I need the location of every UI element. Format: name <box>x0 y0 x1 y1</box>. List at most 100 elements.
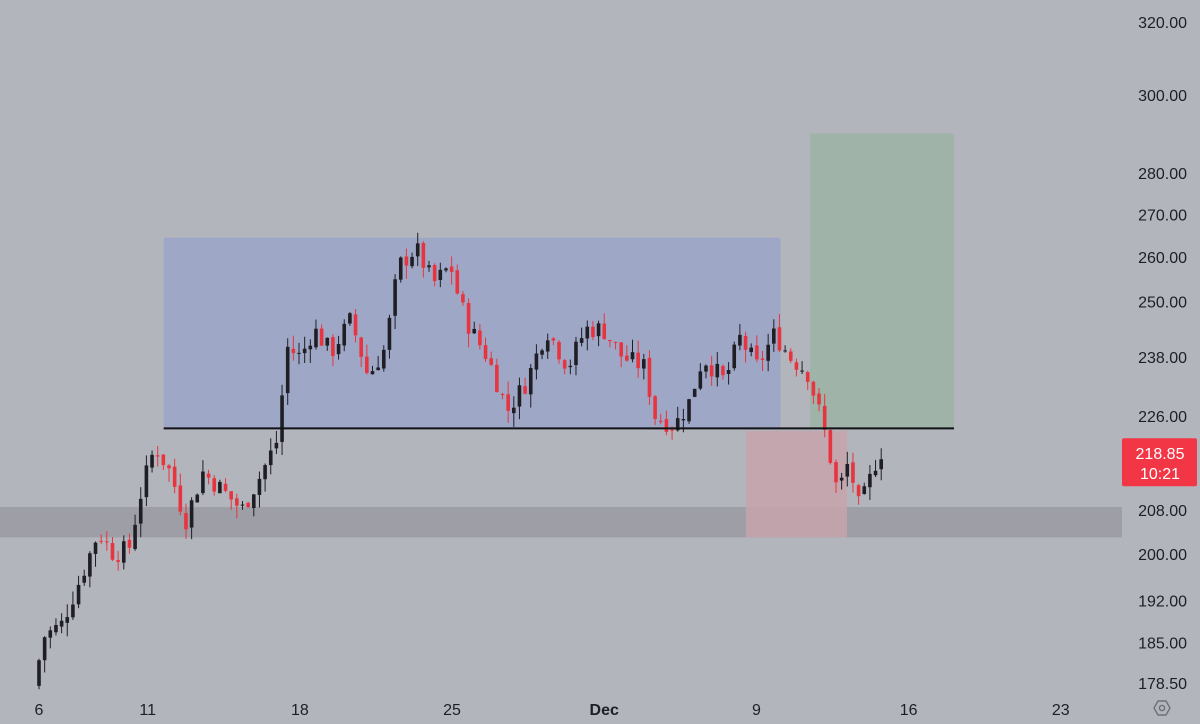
candle-body <box>687 399 691 422</box>
candle-body <box>308 345 313 350</box>
candle-body <box>596 323 601 337</box>
candle <box>427 260 431 272</box>
candle <box>873 459 878 478</box>
candle-body <box>280 395 284 442</box>
candle-body <box>461 294 465 303</box>
candle <box>144 455 149 507</box>
candle-body <box>195 494 200 503</box>
candle-body <box>133 524 137 549</box>
range-box[interactable] <box>163 237 781 429</box>
target-box[interactable] <box>810 133 954 429</box>
candle <box>613 341 618 350</box>
candle <box>291 335 296 361</box>
candle-body <box>523 386 527 394</box>
candle <box>738 324 742 351</box>
candle <box>37 658 41 690</box>
candle-body <box>410 256 414 267</box>
y-tick-label: 270.00 <box>1138 207 1187 224</box>
candle-body <box>161 454 166 466</box>
candle <box>297 342 301 365</box>
candle <box>432 263 437 287</box>
candle-body <box>404 256 409 266</box>
candle <box>184 503 188 539</box>
candle-body <box>393 279 397 316</box>
candle <box>585 320 590 351</box>
y-tick-label: 320.00 <box>1138 15 1187 32</box>
y-tick-label: 280.00 <box>1138 166 1187 183</box>
candle <box>336 335 341 360</box>
current-price-value: 218.85 <box>1136 446 1185 463</box>
candle-body <box>670 429 674 431</box>
candle <box>868 464 872 500</box>
candle <box>331 334 335 367</box>
candle-body <box>201 471 205 494</box>
candle <box>421 241 426 278</box>
x-tick-label: 18 <box>291 702 309 719</box>
candle <box>172 458 177 494</box>
candle <box>698 363 703 391</box>
candle <box>353 308 358 343</box>
candle-body <box>274 442 279 449</box>
candle-body <box>749 347 754 353</box>
candle-body <box>121 541 126 563</box>
candle-body <box>568 365 573 368</box>
candle-body <box>834 462 838 483</box>
candle-body <box>466 303 471 334</box>
candle-body <box>212 478 217 492</box>
candle <box>381 345 386 372</box>
candle-body <box>353 314 358 336</box>
candle <box>359 336 363 368</box>
candle-body <box>664 419 669 432</box>
candle-body <box>381 349 386 369</box>
candle-body <box>506 394 510 411</box>
candle <box>545 333 550 359</box>
candle <box>263 463 267 492</box>
candle <box>82 569 87 586</box>
gear-outline <box>1153 700 1171 716</box>
candle <box>466 298 471 348</box>
candle-body <box>625 355 629 361</box>
candle <box>625 345 629 362</box>
candle-body <box>557 342 561 360</box>
candle <box>879 448 884 481</box>
candle <box>574 336 578 376</box>
candle-body <box>591 326 595 338</box>
settings-gear-icon[interactable] <box>1153 700 1171 716</box>
candle <box>845 451 850 487</box>
candle <box>461 290 465 306</box>
candle <box>240 500 245 510</box>
candle-body <box>167 465 171 469</box>
candle-body <box>658 420 663 422</box>
candle <box>410 252 414 269</box>
candle <box>206 469 211 485</box>
candle-body <box>76 584 81 605</box>
candle <box>387 314 392 359</box>
candle <box>692 388 697 398</box>
candle-body <box>738 334 742 346</box>
candle <box>523 377 527 395</box>
candle-body <box>574 341 578 366</box>
candle <box>822 393 827 438</box>
candle-body <box>110 543 115 560</box>
candle-body <box>653 396 657 419</box>
candle-body <box>726 369 731 375</box>
x-tick-label: 25 <box>443 702 461 719</box>
candle-body <box>319 328 324 346</box>
candle <box>760 350 765 372</box>
candle <box>110 537 115 561</box>
candle <box>834 459 838 493</box>
candle <box>251 493 256 517</box>
candle <box>653 395 657 426</box>
candle <box>506 381 510 423</box>
candle <box>218 479 222 494</box>
candle <box>88 551 92 588</box>
candle-body <box>794 362 799 370</box>
candle-body <box>172 466 177 487</box>
candle-body <box>879 459 884 470</box>
candle-body <box>772 328 776 344</box>
candle-body <box>415 243 420 257</box>
candle <box>48 626 53 649</box>
candle <box>630 339 635 363</box>
